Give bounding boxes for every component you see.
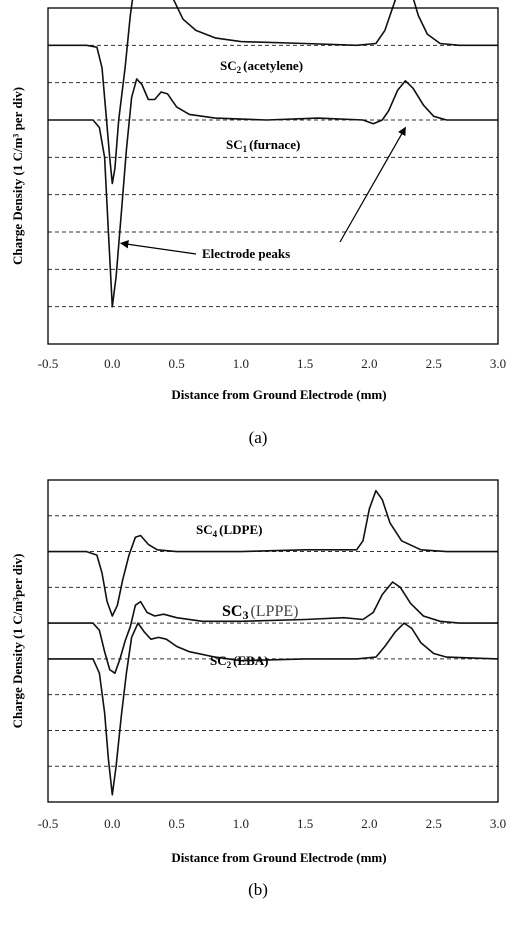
caption-b: (b) [248, 880, 268, 899]
plot-frame [47, 7, 499, 345]
x-tick-label: 1.5 [297, 356, 313, 371]
annotation-arrow [120, 240, 197, 255]
y-axis-label: Charge Density (1 C/m³per div) [10, 554, 25, 729]
plot-frame [47, 479, 499, 803]
series-label-sc4: SC4 (LDPE) [196, 522, 262, 539]
x-tick-label: 1.5 [297, 816, 313, 831]
series-line-sc2 [48, 0, 498, 185]
series-label-sc2: SC2 (EBA) [210, 653, 269, 670]
panel-b: -0.5 0.0 0.5 1.0 1.5 2.0 2.5 3.0 Distance from G… [0, 470, 516, 925]
x-tick-label: 2.5 [426, 816, 442, 831]
annotation-electrode-peaks: Electrode peaks [202, 246, 290, 261]
x-tick-label: 2.5 [426, 356, 442, 371]
x-tick-label: 1.0 [233, 356, 249, 371]
series-label-sc3: SC3 (LPPE) [222, 603, 298, 622]
series-line-sc1 [48, 78, 498, 308]
y-axis-label: Charge Density (1 C/m³ per div) [10, 87, 25, 265]
series-label-sc1: SC1 (furnace) [226, 137, 300, 154]
x-tick-label: 0.0 [104, 816, 120, 831]
x-tick-label: 1.0 [233, 816, 249, 831]
chart-a-svg: -0.5 0.0 0.5 1.0 1.5 2.0 2.5 3.0 Distance from G… [10, 0, 506, 402]
x-tick-label: 3.0 [490, 816, 506, 831]
panel-a: -0.5 0.0 0.5 1.0 1.5 2.0 2.5 3.0 Distance from G… [10, 0, 506, 447]
annotation-arrow [339, 126, 406, 243]
x-tick-label: 0.0 [104, 356, 120, 371]
x-tick-label: 0.5 [168, 816, 184, 831]
series-line-sc2 [48, 622, 499, 796]
series-label-sc2: SC2 (acetylene) [220, 58, 303, 75]
series-line-sc4 [48, 489, 498, 617]
x-tick-label: 3.0 [490, 356, 506, 371]
x-tick-label: -0.5 [38, 816, 59, 831]
x-tick-label: 2.0 [361, 816, 377, 831]
x-tick-label: -0.5 [38, 356, 59, 371]
series-line-sc3 [48, 581, 498, 674]
x-tick-label: 0.5 [168, 356, 184, 371]
x-tick-label: 2.0 [361, 356, 377, 371]
caption-a: (a) [248, 428, 268, 447]
x-axis-label: Distance from Ground Electrode (mm) [171, 387, 386, 402]
chart-b-svg: -0.5 0.0 0.5 1.0 1.5 2.0 2.5 3.0 Distance from G… [10, 479, 506, 865]
x-axis-label: Distance from Ground Electrode (mm) [171, 850, 386, 865]
